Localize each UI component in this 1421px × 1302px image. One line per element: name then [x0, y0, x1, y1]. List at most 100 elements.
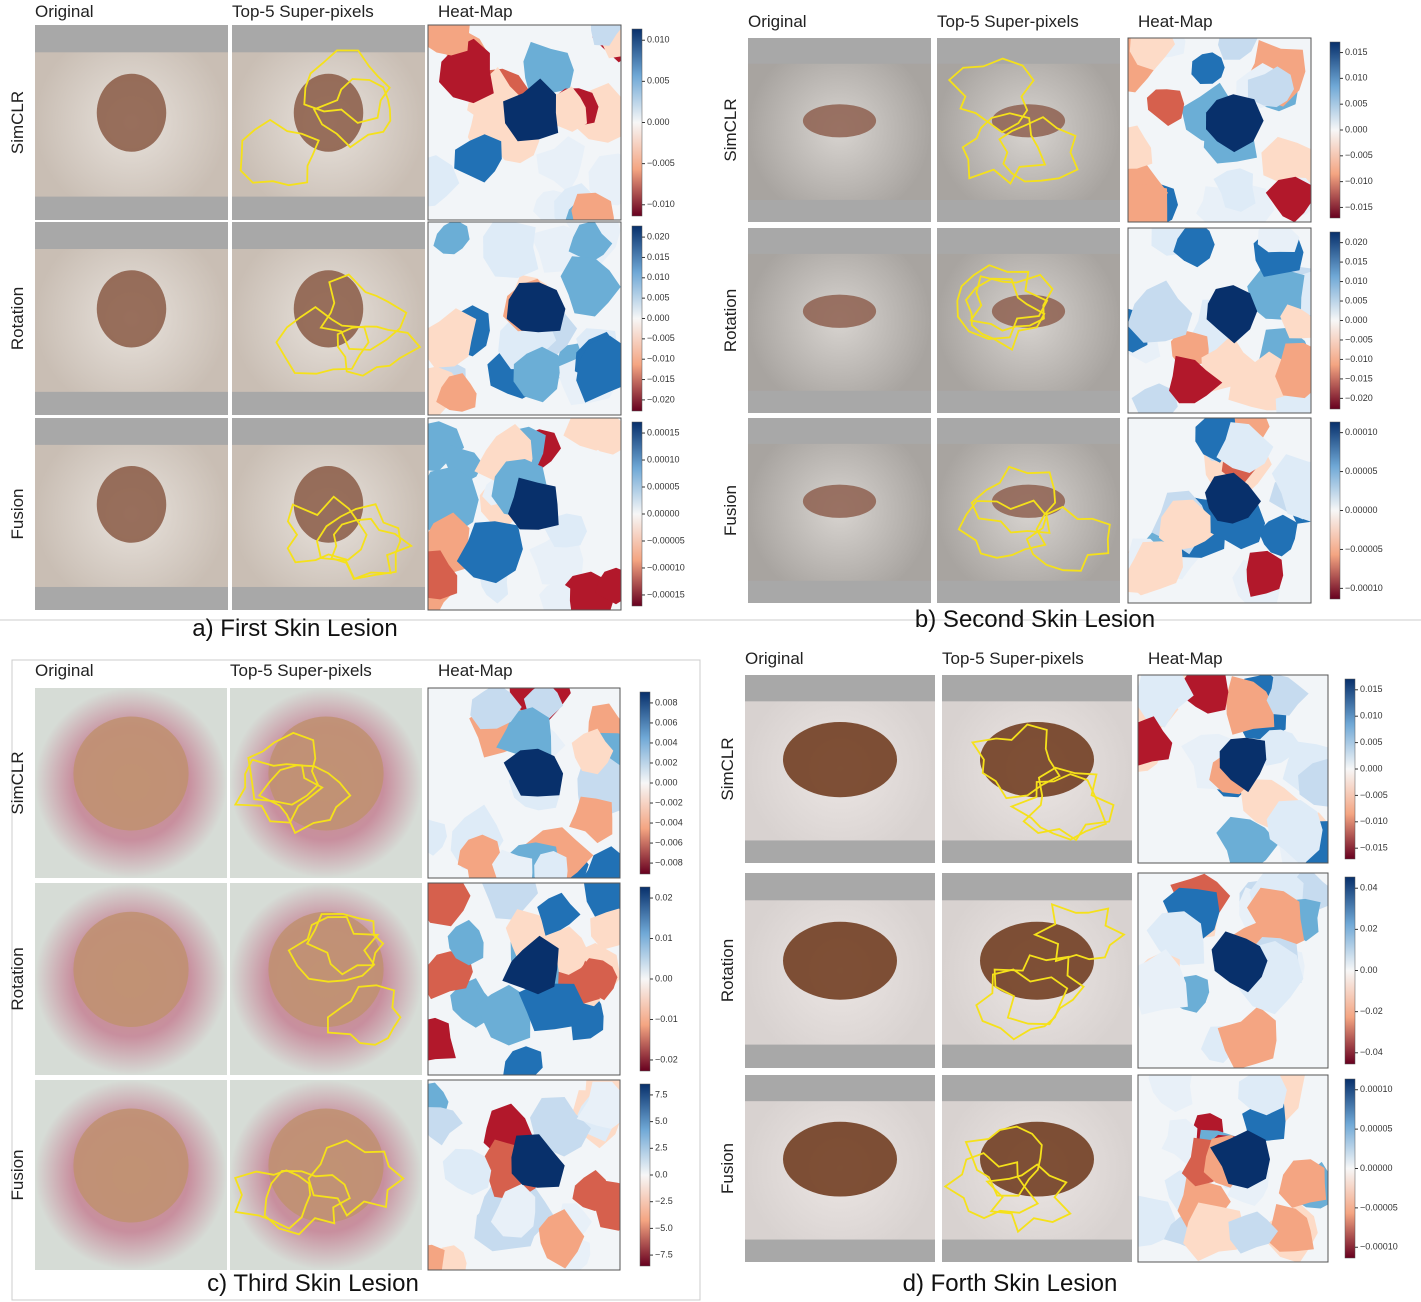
image-content: [35, 25, 228, 220]
colorbar-tick-label: −0.00010: [1360, 1242, 1398, 1252]
lesion-image: [748, 228, 931, 413]
colorbar-tick-label: −0.015: [1345, 373, 1373, 383]
heat-map: [402, 5, 642, 246]
colorbar-tick-label: 0.002: [655, 757, 678, 767]
border-bar: [942, 675, 1132, 701]
colorbar-tick-label: −0.00010: [1345, 583, 1383, 593]
lesion-image: [748, 418, 931, 603]
colorbar-tick-label: −0.010: [647, 354, 675, 364]
colorbar-tick-label: −0.005: [1345, 334, 1373, 344]
colorbar-tick-label: −0.00005: [647, 535, 685, 545]
heat-content: [407, 202, 630, 418]
border-bar: [35, 25, 228, 52]
colorbar: [1345, 1079, 1355, 1258]
colorbar-tick-label: 0.010: [1345, 73, 1368, 83]
lesion: [783, 1122, 897, 1197]
colorbar-tick-label: −0.008: [655, 857, 683, 867]
lesion-image: [35, 1080, 227, 1270]
heat-content: [1102, 13, 1319, 242]
row-label: SimCLR: [718, 737, 737, 800]
lesion-image: [232, 222, 425, 415]
colorbar-tick-label: −0.005: [647, 333, 675, 343]
heat-map: [1102, 13, 1319, 242]
lesion-image: [230, 1080, 422, 1270]
lesion-image: [35, 222, 228, 415]
lesion-image: [937, 38, 1120, 222]
lesion-image: [942, 873, 1132, 1068]
colorbar-tick-label: −0.005: [1345, 150, 1373, 160]
colorbar-tick-label: 0.005: [1345, 295, 1368, 305]
border-bar: [942, 840, 1132, 863]
colorbar-tick-label: 0.015: [1345, 47, 1368, 57]
border-bar: [748, 418, 931, 444]
colorbar-tick-label: 0.000: [1360, 763, 1383, 773]
border-bar: [937, 418, 1120, 444]
row-label: Rotation: [718, 939, 737, 1002]
colorbar-tick-label: 0.020: [1345, 237, 1368, 247]
image-content: [35, 418, 228, 610]
lesion: [97, 74, 166, 152]
border-bar: [748, 200, 931, 222]
lesion-image: [232, 418, 425, 610]
image-content: [745, 873, 935, 1068]
colorbar-tick-label: 0.000: [1345, 315, 1368, 325]
heat-content: [407, 395, 630, 621]
border-bar: [232, 392, 425, 415]
heat-content: [1126, 860, 1335, 1070]
colorbar-tick-label: 0.010: [1360, 711, 1383, 721]
colorbar-tick-label: 0.015: [1360, 684, 1383, 694]
colorbar-tick-label: 2.5: [655, 1143, 668, 1153]
border-bar: [35, 392, 228, 415]
image-content: [937, 418, 1120, 603]
column-header: Original: [35, 2, 94, 21]
border-bar: [942, 1240, 1132, 1262]
heat-map: [408, 1062, 640, 1280]
border-bar: [35, 418, 228, 445]
colorbar: [1330, 42, 1340, 218]
colorbar-tick-label: 0.00005: [1345, 466, 1378, 476]
row-label: SimCLR: [721, 98, 740, 161]
colorbar-tick-label: 0.00000: [1360, 1163, 1393, 1173]
row-label: Rotation: [8, 287, 27, 350]
image-content: [232, 418, 425, 610]
image-content: [35, 1080, 227, 1270]
heat-map: [1116, 1060, 1342, 1263]
column-header: Original: [745, 649, 804, 668]
colorbar: [632, 29, 642, 216]
column-header: Top-5 Super-pixels: [942, 649, 1084, 668]
colorbar-tick-label: −0.010: [1345, 176, 1373, 186]
border-bar: [745, 1075, 935, 1101]
colorbar-tick-label: 0.015: [1345, 256, 1368, 266]
colorbar-tick-label: 0.00005: [1360, 1123, 1393, 1133]
colorbar-tick-label: 0.005: [1360, 737, 1383, 747]
lesion-image: [748, 38, 931, 222]
border-bar: [748, 228, 931, 254]
lesion: [992, 295, 1065, 328]
column-header: Top-5 Super-pixels: [937, 12, 1079, 31]
colorbar-tick-label: −7.5: [655, 1249, 673, 1259]
column-header: Heat-Map: [438, 2, 513, 21]
heat-map: [407, 395, 630, 621]
heat-map: [410, 667, 642, 899]
image-content: [942, 1075, 1132, 1262]
colorbar-tick-label: −0.006: [655, 837, 683, 847]
image-content: [748, 418, 931, 603]
column-header: Original: [35, 661, 94, 680]
lesion: [803, 485, 876, 518]
border-bar: [745, 840, 935, 863]
colorbar: [632, 422, 642, 606]
lesion: [97, 270, 166, 347]
colorbar-tick-label: 0.04: [1360, 883, 1378, 893]
lesion-image: [230, 883, 422, 1075]
colorbar-tick-label: 0.005: [647, 76, 670, 86]
border-bar: [745, 873, 935, 900]
row-label: Rotation: [721, 289, 740, 352]
colorbar-tick-label: −0.04: [1360, 1047, 1383, 1057]
caption: a) First Skin Lesion: [192, 615, 397, 642]
image-content: [748, 38, 931, 222]
border-bar: [942, 1045, 1132, 1068]
colorbar-tick-label: 0.015: [647, 252, 670, 262]
image-content: [937, 228, 1120, 413]
lesion-image: [745, 873, 935, 1068]
row-label: SimCLR: [8, 91, 27, 154]
